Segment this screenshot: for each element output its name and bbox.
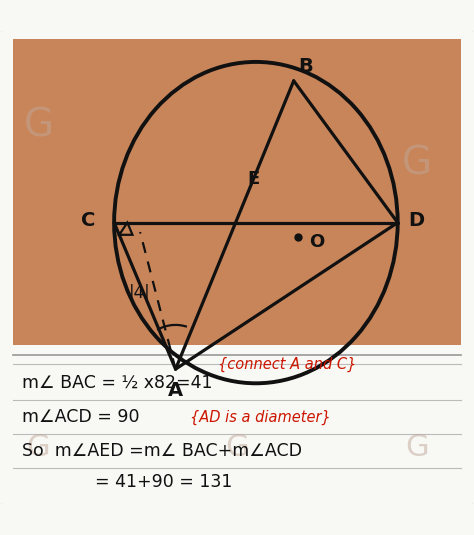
Text: {connect A and C}: {connect A and C} — [218, 356, 356, 371]
Text: O: O — [309, 233, 324, 250]
Text: |4|: |4| — [129, 285, 151, 302]
Text: m∠ BAC = ½ x82=41: m∠ BAC = ½ x82=41 — [22, 374, 212, 392]
FancyBboxPatch shape — [12, 39, 462, 346]
Text: G: G — [225, 433, 249, 462]
Text: G: G — [401, 144, 432, 182]
Text: C: C — [81, 211, 95, 230]
Text: G: G — [23, 106, 54, 144]
Text: G: G — [27, 433, 50, 462]
Text: = 41+90 = 131: = 41+90 = 131 — [95, 473, 233, 491]
Text: B: B — [298, 57, 313, 76]
Text: A: A — [168, 381, 183, 400]
Text: G: G — [405, 433, 428, 462]
Text: m∠ACD = 90: m∠ACD = 90 — [22, 408, 139, 426]
Text: D: D — [409, 211, 425, 230]
FancyBboxPatch shape — [0, 28, 474, 507]
Text: E: E — [247, 170, 260, 188]
Text: So  m∠AED =m∠ BAC+m∠ACD: So m∠AED =m∠ BAC+m∠ACD — [22, 442, 302, 460]
Text: {AD is a diameter}: {AD is a diameter} — [190, 410, 330, 425]
